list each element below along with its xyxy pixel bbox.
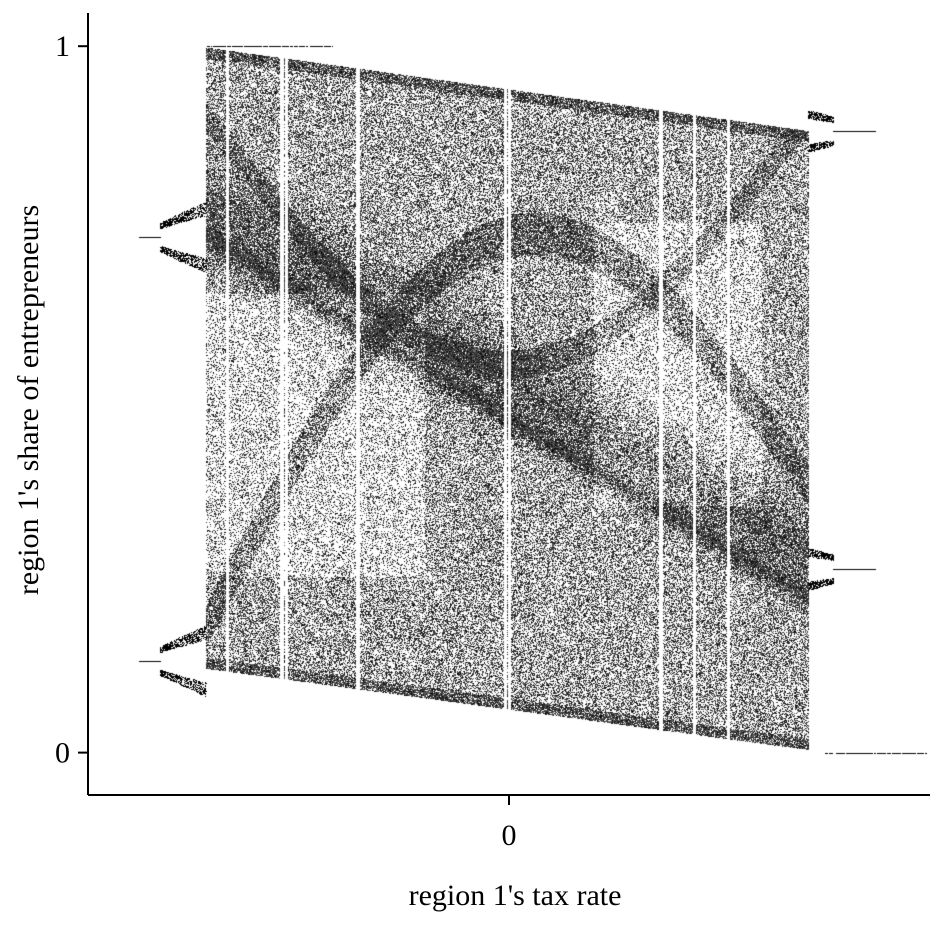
- y-axis-label: region 1's share of entrepreneurs: [12, 205, 45, 595]
- y-tick-label-1: 1: [55, 30, 70, 63]
- y-tick-label-0: 0: [55, 737, 70, 770]
- x-axis-label: region 1's tax rate: [409, 879, 622, 912]
- x-tick-label-0: 0: [502, 819, 517, 852]
- axes-layer: 0 1 0: [55, 13, 930, 852]
- ticks-layer: 0 1 0: [55, 30, 517, 852]
